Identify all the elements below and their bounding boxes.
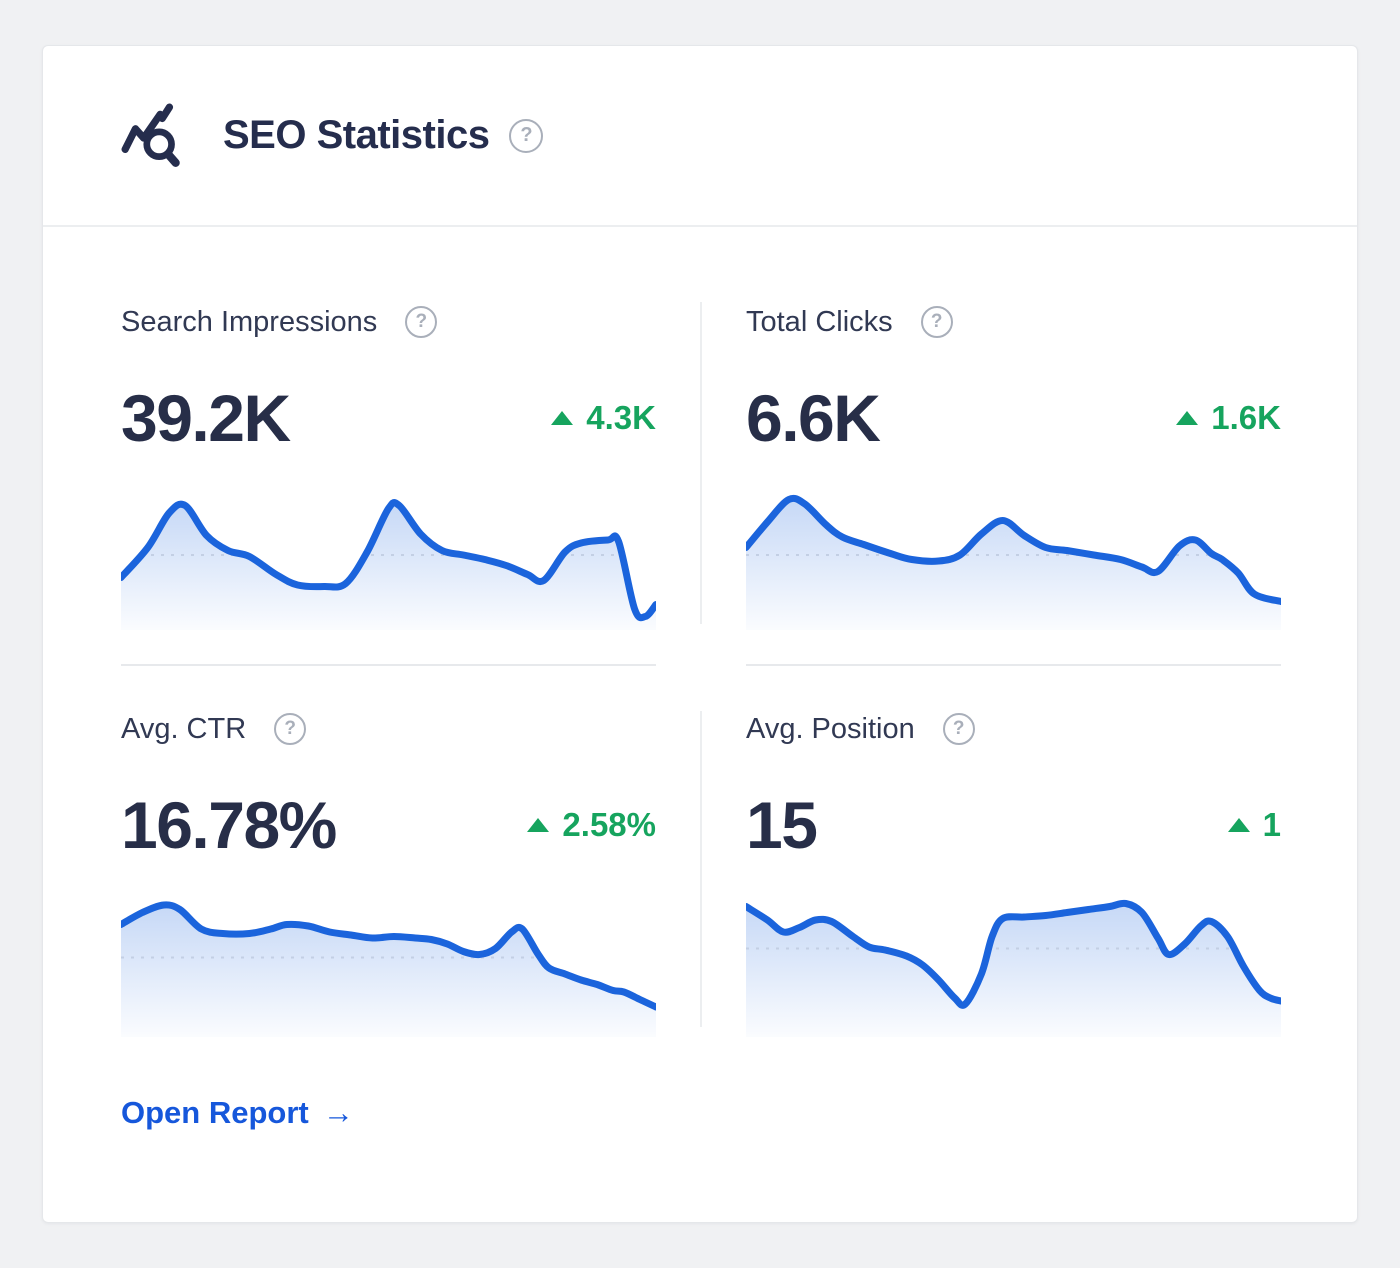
metric-value: 6.6K — [746, 381, 881, 455]
metric-value: 15 — [746, 788, 818, 862]
avg-ctr-sparkline — [121, 901, 656, 1037]
trend-up-icon — [1227, 818, 1250, 832]
arrow-right-icon: → — [322, 1095, 354, 1130]
vertical-divider-bottom — [700, 711, 702, 1027]
row-divider — [121, 664, 1281, 666]
panel-avg-ctr: Avg. CTR ? 16.78% 2.58% — [121, 709, 656, 1037]
seo-statistics-card: SEO Statistics ? Search Impressions ? 39… — [42, 45, 1358, 1223]
help-icon[interactable]: ? — [274, 713, 307, 745]
horizontal-divider-right — [746, 664, 1281, 666]
panel-label: Search Impressions — [121, 305, 378, 338]
seo-trend-magnifier-icon — [121, 103, 180, 167]
vertical-divider-top — [700, 302, 702, 624]
metrics-row-bottom: Avg. CTR ? 16.78% 2.58% Avg. Position ? — [121, 709, 1281, 1037]
panel-total-clicks: Total Clicks ? 6.6K 1.6K — [746, 302, 1281, 630]
metric-value: 39.2K — [121, 381, 291, 455]
metric-delta: 2.58% — [527, 806, 656, 844]
panel-search-impressions: Search Impressions ? 39.2K 4.3K — [121, 302, 656, 630]
delta-value: 4.3K — [586, 399, 656, 436]
trend-up-icon — [527, 818, 550, 832]
horizontal-divider-left — [121, 664, 656, 666]
header-help-icon[interactable]: ? — [509, 118, 544, 153]
page-title: SEO Statistics — [223, 113, 490, 157]
panel-label: Total Clicks — [746, 305, 893, 338]
avg-position-sparkline — [746, 899, 1281, 1037]
help-icon[interactable]: ? — [405, 306, 438, 338]
panel-label: Avg. Position — [746, 712, 915, 745]
card-footer: Open Report → — [121, 1095, 1279, 1135]
open-report-label: Open Report — [121, 1095, 309, 1130]
metric-delta: 1.6K — [1176, 399, 1281, 437]
metrics-row-top: Search Impressions ? 39.2K 4.3K Total Cl… — [121, 302, 1281, 630]
delta-value: 1 — [1262, 806, 1281, 843]
total-clicks-sparkline — [746, 494, 1281, 630]
trend-up-icon — [551, 411, 574, 425]
card-header: SEO Statistics ? — [43, 46, 1357, 227]
metric-value: 16.78% — [121, 788, 337, 862]
help-icon[interactable]: ? — [942, 713, 975, 745]
search-impressions-sparkline — [121, 499, 656, 630]
open-report-link[interactable]: Open Report → — [121, 1095, 354, 1131]
panel-label: Avg. CTR — [121, 712, 247, 745]
delta-value: 2.58% — [562, 806, 656, 843]
card-content: Search Impressions ? 39.2K 4.3K Total Cl… — [43, 227, 1357, 1135]
trend-up-icon — [1176, 411, 1199, 425]
metric-delta: 4.3K — [551, 399, 656, 437]
panel-avg-position: Avg. Position ? 15 1 — [746, 709, 1281, 1037]
help-icon[interactable]: ? — [920, 306, 953, 338]
metric-delta: 1 — [1227, 806, 1281, 844]
delta-value: 1.6K — [1211, 399, 1281, 436]
